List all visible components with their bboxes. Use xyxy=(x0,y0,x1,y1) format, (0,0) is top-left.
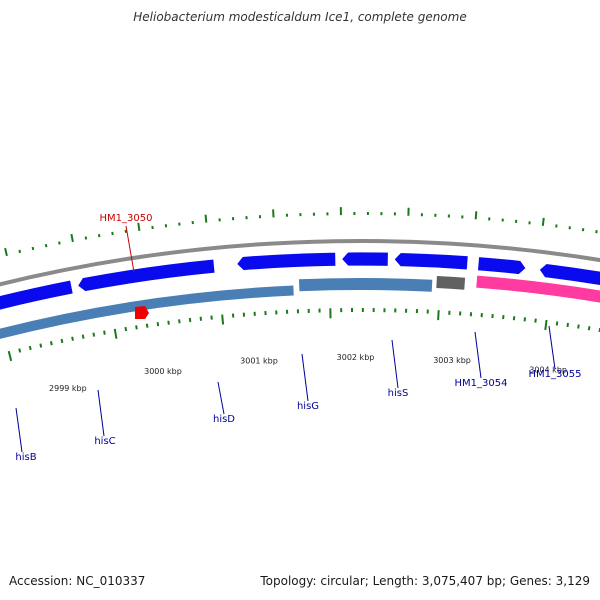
gene-label-hisc[interactable]: hisC xyxy=(94,436,115,447)
accession-label: Accession: NC_010337 xyxy=(9,574,146,588)
cds-arrow[interactable] xyxy=(341,251,389,267)
scale-tick xyxy=(167,320,170,325)
gene-leader xyxy=(301,353,309,402)
scale-tick xyxy=(60,338,64,344)
scale-tick xyxy=(92,332,96,337)
gene-label-hisb[interactable]: hisB xyxy=(15,452,36,463)
scale-tick xyxy=(156,322,160,327)
cds-arrow[interactable] xyxy=(236,251,337,271)
scale-tick xyxy=(544,319,548,331)
scale-tick xyxy=(18,348,22,353)
gene-leader xyxy=(217,381,225,415)
pseudogene-segment[interactable] xyxy=(436,275,466,290)
gene-band-segment[interactable] xyxy=(298,278,433,292)
scale-tick xyxy=(81,334,85,339)
gene-leader xyxy=(97,389,105,437)
gc-tick xyxy=(4,247,8,257)
scale-label: 3002 kbp xyxy=(337,353,375,362)
scale-label: 3004 kbp xyxy=(529,366,567,375)
scale-tick xyxy=(577,324,580,329)
rna-segment[interactable] xyxy=(476,275,600,320)
scale-tick xyxy=(437,310,440,321)
gc-tick xyxy=(70,233,74,243)
scale-tick xyxy=(124,326,128,332)
gc-tick xyxy=(58,241,61,245)
marker-feature[interactable] xyxy=(135,306,149,319)
gene-label-hisd[interactable]: hisD xyxy=(213,414,235,425)
gc-tick xyxy=(31,246,35,251)
gene-label-hisg[interactable]: hisG xyxy=(297,401,319,412)
scale-tick xyxy=(39,343,43,348)
scale-tick xyxy=(71,336,74,341)
scale-label: 3003 kbp xyxy=(433,356,471,365)
scale-tick xyxy=(7,350,13,362)
gc-tick xyxy=(44,244,48,248)
cds-arrow[interactable] xyxy=(0,279,74,320)
cds-arrow[interactable] xyxy=(477,256,527,275)
scale-tick xyxy=(103,330,106,335)
scale-tick xyxy=(145,323,149,328)
gc-tick xyxy=(541,217,545,226)
gene-leader xyxy=(391,339,399,389)
scale-tick xyxy=(221,314,225,325)
scale-tick xyxy=(49,341,53,346)
genome-summary: Topology: circular; Length: 3,075,407 bp… xyxy=(260,574,590,588)
gene-label-hiss[interactable]: hisS xyxy=(388,388,409,399)
gc-tick xyxy=(474,211,478,220)
gene-label-hm1_3054[interactable]: HM1_3054 xyxy=(455,378,508,389)
gene-leader xyxy=(15,407,23,453)
scale-label: 3001 kbp xyxy=(240,357,278,366)
scale-tick xyxy=(113,328,118,339)
genome-backbone xyxy=(0,239,600,287)
gc-tick xyxy=(137,222,141,231)
scale-tick xyxy=(555,321,559,326)
scale-tick xyxy=(135,325,138,330)
gc-tick xyxy=(84,236,88,240)
cds-arrow[interactable] xyxy=(538,263,600,310)
gene-leader xyxy=(548,325,556,370)
scale-label: 2999 kbp xyxy=(49,384,87,393)
marker-leader xyxy=(125,225,135,273)
gene-band-segment[interactable] xyxy=(0,285,294,344)
scale-tick xyxy=(566,322,570,328)
scale-tick xyxy=(28,345,32,351)
marker-label[interactable]: HM1_3050 xyxy=(100,213,153,224)
cds-arrow[interactable] xyxy=(77,258,216,292)
gc-tick xyxy=(18,249,22,254)
gc-tick xyxy=(97,234,101,238)
gene-leader xyxy=(474,331,482,379)
cds-arrow[interactable] xyxy=(393,252,469,271)
gene-label-hm1_3055[interactable]: HM1_3055 xyxy=(529,369,582,380)
scale-label: 3000 kbp xyxy=(144,367,182,376)
genome-title: Heliobacterium modesticaldum Ice1, compl… xyxy=(133,10,467,24)
scale-tick xyxy=(587,326,591,331)
gc-tick xyxy=(204,214,208,223)
